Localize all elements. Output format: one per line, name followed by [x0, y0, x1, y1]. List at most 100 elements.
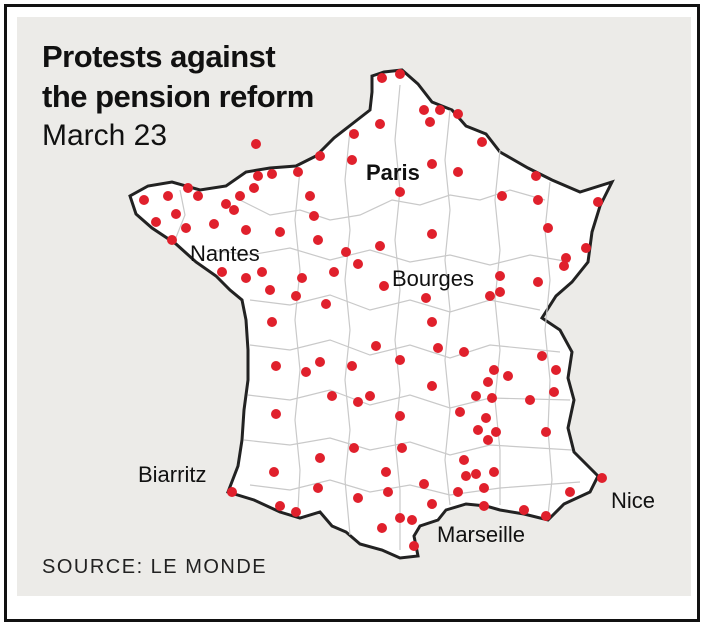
protest-dot	[209, 219, 219, 229]
protest-dot	[297, 273, 307, 283]
protest-dot	[485, 291, 495, 301]
protest-dot	[581, 243, 591, 253]
protest-dot	[395, 355, 405, 365]
protest-dot	[477, 137, 487, 147]
protest-dot	[427, 159, 437, 169]
protest-dot	[241, 225, 251, 235]
city-label-bourges: Bourges	[392, 266, 474, 291]
protest-dot	[151, 217, 161, 227]
protest-dot	[459, 455, 469, 465]
protest-dot	[497, 191, 507, 201]
protest-dot	[503, 371, 513, 381]
protest-dot	[561, 253, 571, 263]
protest-dot	[551, 365, 561, 375]
protest-dot	[249, 183, 259, 193]
protest-dot	[313, 483, 323, 493]
protest-dot	[315, 453, 325, 463]
protest-dot	[353, 493, 363, 503]
protest-dot	[453, 109, 463, 119]
protest-dot	[181, 223, 191, 233]
protest-dot	[139, 195, 149, 205]
protest-dot	[427, 499, 437, 509]
protest-dot	[489, 467, 499, 477]
protest-dot	[267, 169, 277, 179]
protest-dot	[241, 273, 251, 283]
protest-dot	[597, 473, 607, 483]
protest-dot	[167, 235, 177, 245]
protest-dot	[321, 299, 331, 309]
protest-dot	[381, 467, 391, 477]
protest-dot	[275, 501, 285, 511]
protest-dot	[229, 205, 239, 215]
protest-dot	[315, 357, 325, 367]
protest-dot	[221, 199, 231, 209]
protest-dot	[489, 365, 499, 375]
protest-dot	[565, 487, 575, 497]
protest-dot	[471, 469, 481, 479]
protest-dot	[293, 167, 303, 177]
protest-dot	[377, 73, 387, 83]
protest-dot	[459, 347, 469, 357]
protest-dot	[291, 507, 301, 517]
protest-dot	[435, 105, 445, 115]
protest-dot	[305, 191, 315, 201]
protest-dot	[329, 267, 339, 277]
protest-dot	[531, 171, 541, 181]
protest-dot	[291, 291, 301, 301]
protest-dot	[495, 287, 505, 297]
protest-dot	[365, 391, 375, 401]
protest-dot	[375, 241, 385, 251]
protest-dot	[347, 155, 357, 165]
protest-dot	[541, 511, 551, 521]
city-label-biarritz: Biarritz	[138, 462, 207, 487]
protest-dot	[543, 223, 553, 233]
protest-dot	[353, 259, 363, 269]
protest-dot	[267, 317, 277, 327]
protest-dot	[407, 515, 417, 525]
protest-dot	[347, 361, 357, 371]
protest-dot	[349, 443, 359, 453]
protest-dot	[217, 267, 227, 277]
protest-dot	[371, 341, 381, 351]
protest-dot	[375, 119, 385, 129]
protest-dot	[419, 479, 429, 489]
protest-dot	[315, 151, 325, 161]
protest-dot	[483, 435, 493, 445]
protest-dot	[193, 191, 203, 201]
protest-dot	[253, 171, 263, 181]
protest-dot	[309, 211, 319, 221]
protest-dot	[395, 187, 405, 197]
protest-dot	[235, 191, 245, 201]
protest-dot	[481, 413, 491, 423]
protest-dot	[257, 267, 267, 277]
protest-dot	[269, 467, 279, 477]
city-label-nantes: Nantes	[190, 241, 260, 266]
protest-dot	[487, 393, 497, 403]
protest-dot	[377, 523, 387, 533]
protest-dot	[427, 317, 437, 327]
source-credit: SOURCE: LE MONDE	[42, 556, 268, 578]
protest-dot	[455, 407, 465, 417]
protest-dot	[395, 513, 405, 523]
protest-dot	[593, 197, 603, 207]
subtitle-date: March 23	[42, 119, 168, 152]
protest-dot	[397, 443, 407, 453]
protest-dot	[265, 285, 275, 295]
protest-dot	[473, 425, 483, 435]
protest-dot	[327, 391, 337, 401]
protest-dot	[419, 105, 429, 115]
title-line-2: the pension reform	[42, 79, 314, 114]
city-label-marseille: Marseille	[437, 522, 526, 547]
protest-dot	[271, 409, 281, 419]
protest-dot	[471, 391, 481, 401]
protest-dot	[409, 541, 419, 551]
france-outline	[128, 68, 615, 560]
protest-dot	[395, 69, 405, 79]
protest-dot	[479, 483, 489, 493]
protest-dot	[349, 129, 359, 139]
protest-dot	[537, 351, 547, 361]
protest-dot	[427, 229, 437, 239]
protest-dot	[495, 271, 505, 281]
protest-dot	[559, 261, 569, 271]
protest-dot	[183, 183, 193, 193]
